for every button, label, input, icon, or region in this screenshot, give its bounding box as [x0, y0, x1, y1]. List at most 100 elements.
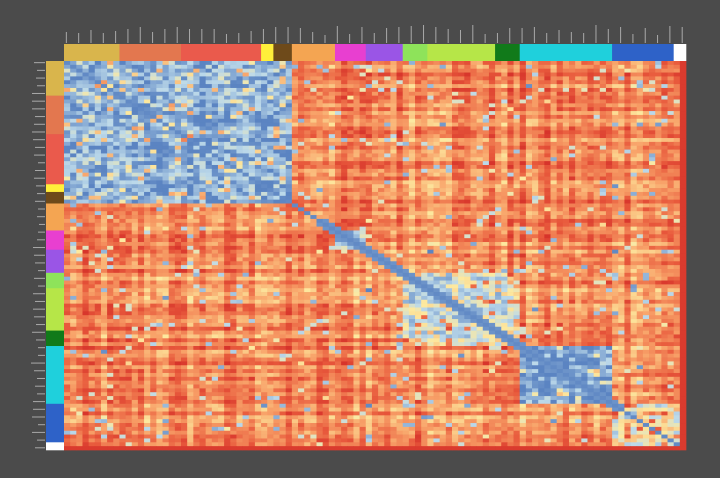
heatmap-cell — [261, 191, 268, 197]
heatmap-cell — [119, 222, 126, 227]
heatmap-cell — [144, 61, 151, 66]
heatmap-cell — [334, 199, 342, 204]
heatmap-cell — [421, 64, 428, 70]
heatmap-cell — [642, 161, 650, 166]
heatmap-cell — [371, 68, 379, 73]
heatmap-cell — [550, 222, 558, 227]
heatmap-cell — [605, 188, 613, 193]
heatmap-cell — [544, 184, 551, 189]
heatmap-cell — [144, 207, 151, 212]
heatmap-cell — [82, 84, 89, 89]
heatmap-cell — [525, 72, 533, 77]
heatmap-cell — [495, 138, 502, 143]
heatmap-cell — [415, 226, 422, 231]
cluster-bar-blue — [46, 403, 64, 443]
heatmap-cell — [254, 138, 262, 143]
heatmap-cell — [254, 207, 262, 212]
heatmap-cell — [421, 95, 428, 100]
heatmap-cell — [310, 207, 317, 212]
heatmap-cell — [476, 211, 484, 216]
heatmap-cell — [451, 157, 459, 162]
heatmap-cell — [612, 203, 619, 208]
heatmap-cell — [279, 84, 287, 89]
heatmap-cell — [254, 168, 262, 174]
heatmap-cell — [562, 61, 570, 66]
heatmap-cell — [649, 87, 656, 93]
heatmap-cell — [328, 68, 336, 73]
heatmap-cell — [661, 218, 668, 224]
heatmap-cell — [445, 126, 453, 131]
heatmap-cell — [310, 76, 317, 81]
cluster-bar-red — [181, 44, 262, 61]
heatmap-cell — [538, 180, 545, 185]
heatmap-cell — [550, 184, 558, 189]
heatmap-cell — [310, 118, 317, 123]
heatmap-cell — [402, 134, 410, 139]
heatmap-cell — [451, 138, 459, 143]
heatmap-cell — [451, 161, 459, 166]
heatmap-cell — [618, 76, 625, 81]
heatmap-cell — [550, 118, 558, 123]
heatmap-cell — [384, 242, 391, 247]
heatmap-cell — [605, 61, 613, 66]
heatmap-cell — [150, 222, 157, 227]
heatmap-cell — [378, 61, 385, 66]
heatmap-cell — [396, 222, 404, 227]
heatmap-cell — [248, 134, 256, 139]
heatmap-cell — [612, 64, 619, 70]
heatmap-cell — [328, 215, 336, 220]
heatmap-cell — [119, 238, 126, 243]
heatmap-cell — [451, 130, 459, 135]
heatmap-cell — [144, 238, 151, 243]
heatmap-cell — [248, 64, 256, 70]
cluster-bar-brown — [273, 44, 293, 61]
heatmap-cell — [636, 80, 644, 85]
heatmap-cell — [230, 141, 237, 147]
heatmap-cell — [451, 114, 459, 120]
heatmap-cell — [304, 188, 311, 193]
heatmap-cell — [181, 91, 188, 97]
heatmap-cell — [575, 230, 582, 235]
heatmap-cell — [224, 107, 231, 112]
heatmap-cell — [291, 130, 299, 135]
heatmap-cell — [612, 172, 619, 177]
heatmap-cell — [495, 61, 502, 66]
heatmap-cell — [415, 84, 422, 89]
heatmap-cell — [82, 122, 89, 127]
heatmap-cell — [273, 164, 280, 170]
heatmap-cell — [341, 76, 348, 81]
heatmap-cell — [119, 107, 126, 112]
heatmap-cell — [599, 103, 607, 108]
heatmap-cell — [156, 84, 163, 89]
heatmap-cell — [562, 64, 570, 70]
heatmap-cell — [421, 149, 428, 154]
heatmap-cell — [341, 61, 348, 66]
heatmap-cell — [649, 95, 656, 100]
heatmap-cell — [649, 76, 656, 81]
heatmap-cell — [254, 141, 262, 147]
heatmap-cell — [125, 87, 133, 93]
heatmap-cell — [347, 118, 354, 123]
heatmap-cell — [451, 184, 459, 189]
heatmap-cell — [125, 230, 133, 235]
heatmap-cell — [532, 64, 539, 70]
heatmap-cell — [285, 168, 293, 174]
heatmap-cell — [291, 211, 299, 216]
heatmap-cell — [107, 195, 114, 200]
heatmap-cell — [649, 157, 656, 162]
heatmap-cell — [476, 153, 484, 158]
heatmap-cell — [334, 126, 342, 131]
heatmap-cell — [476, 72, 484, 77]
heatmap-cell — [187, 180, 194, 185]
heatmap-cell — [513, 87, 521, 93]
heatmap-cell — [100, 84, 108, 89]
heatmap-cell — [236, 126, 243, 131]
heatmap-cell — [575, 87, 582, 93]
heatmap-cell — [513, 218, 521, 224]
heatmap-cell — [316, 234, 324, 239]
heatmap-cell — [365, 68, 373, 73]
heatmap-cell — [427, 222, 434, 227]
heatmap-cell — [144, 149, 151, 154]
heatmap-cell — [667, 234, 675, 239]
heatmap-cell — [556, 230, 564, 235]
